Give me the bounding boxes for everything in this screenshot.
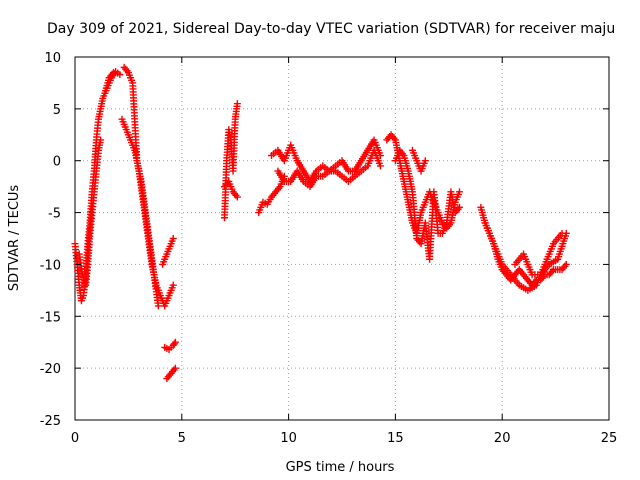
y-axis-label: SDTVAR / TECUs [7,185,22,292]
data-point [171,338,179,346]
data-point [116,71,124,79]
y-tick-label: -25 [40,414,61,429]
data-point [455,188,463,196]
series-segment-16 [408,146,429,175]
x-tick-label: 25 [601,431,618,446]
data-points [71,63,570,383]
data-point [171,364,179,372]
y-tick-label: -5 [48,207,61,222]
series-segment-9 [221,100,241,222]
data-point [562,229,570,237]
x-tick-label: 15 [387,431,404,446]
series-segment-5 [120,63,162,310]
data-point [154,302,162,310]
x-tick-label: 20 [494,431,511,446]
data-point [109,69,117,77]
series-segment-6 [159,235,177,268]
series-segment-14 [383,131,463,237]
data-point [562,260,570,268]
chart-title: Day 309 of 2021, Sidereal Day-to-day VTE… [47,21,615,37]
y-tick-label: 0 [53,155,61,170]
grid [75,57,609,420]
data-point [233,100,241,108]
x-tick-label: 0 [71,431,79,446]
data-point [97,136,105,144]
x-tick-label: 5 [178,431,186,446]
series-segment-3 [101,69,117,97]
series-segment-2 [75,136,105,289]
series-segment-12 [268,136,384,185]
x-tick-label: 10 [280,431,297,446]
series-segment-8 [163,364,179,383]
y-tick-label: -10 [40,258,61,273]
data-point [376,162,384,170]
series-segment-15 [391,146,463,263]
x-axis-label: GPS time / hours [286,460,395,475]
data-point [455,203,463,211]
data-point [233,193,241,201]
y-tick-label: -15 [40,310,61,325]
series-segment-13 [274,146,384,191]
series-segment-10 [221,177,241,201]
series-segment-17 [477,203,570,289]
data-point [169,281,177,289]
data-point [169,235,177,242]
series-segment-19 [511,229,570,279]
y-tick-label: 5 [53,103,61,118]
axis-ticks: 0 5 10 15 20 25 10 5 0 -5 -10 -15 -20 -25 [40,51,618,446]
series-segment-18 [481,219,566,294]
series-segment-7 [161,338,179,353]
y-tick-label: 10 [44,51,61,66]
plot-frame [74,56,610,421]
data-point [170,340,178,348]
data-point [421,157,429,165]
y-tick-label: -20 [40,362,61,377]
